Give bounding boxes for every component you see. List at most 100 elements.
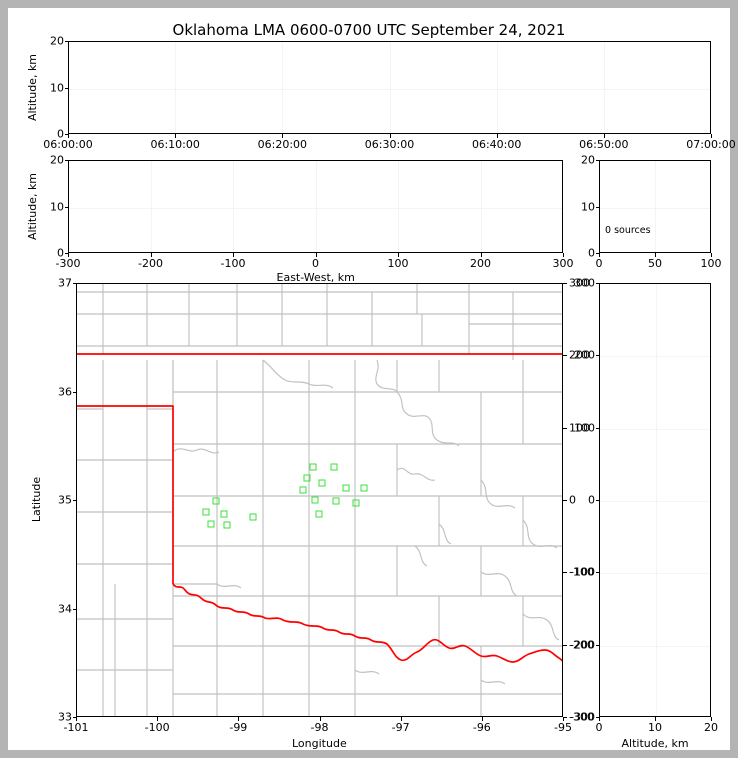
x-tick-label: 06:30:00 [364, 138, 415, 151]
x-tickmark [68, 134, 69, 138]
y-tick-label: 35 [58, 493, 72, 507]
x-tickmark [282, 134, 284, 138]
y-tick-label: -300 [570, 710, 595, 724]
lma-station-marker [220, 510, 228, 518]
lma-station-marker [303, 474, 311, 482]
x-tickmark [711, 134, 712, 138]
x-tick-label: -99 [229, 721, 248, 734]
x-tickmark [711, 717, 712, 721]
y-tick-label: -100 [569, 565, 594, 579]
lma-station-marker [342, 484, 350, 492]
y-tickmark [72, 608, 76, 610]
x-tick-label: 06:50:00 [579, 138, 629, 151]
y-tick-label: 0 [588, 246, 595, 260]
x-tickmark [157, 717, 159, 721]
oklahoma-state-border [77, 353, 562, 663]
x-tick-label: 100 [700, 257, 722, 270]
y-tickmark [563, 644, 567, 646]
gridline [600, 356, 710, 358]
x-tick-label: 06:40:00 [471, 138, 522, 151]
county-boundaries [77, 284, 562, 716]
y-tickmark [563, 717, 567, 718]
north-south-height-panel[interactable] [599, 283, 711, 717]
y-tickmark [595, 500, 599, 501]
source-count-annotation: 0 sources [605, 225, 651, 236]
y-tickmark [72, 283, 76, 284]
x-tickmark [238, 717, 240, 721]
y-tickmark [64, 41, 68, 42]
gridline [656, 284, 657, 716]
lma-station-marker [223, 521, 231, 528]
y-tickmark [595, 644, 599, 646]
x-tick-label: -100 [220, 257, 246, 270]
gridline [655, 161, 656, 252]
y-tickmark [595, 355, 599, 357]
y-tickmark [595, 283, 599, 284]
gridline [282, 42, 284, 133]
y-tick-label: 20 [581, 153, 595, 167]
y-tick-label: 100 [574, 421, 595, 435]
gridline [496, 42, 498, 133]
x-axis-title: East-West, km [276, 271, 355, 284]
y-tickmark [595, 427, 599, 429]
gridline [600, 501, 710, 502]
y-tick-label: 0 [588, 493, 595, 507]
y-tickmark [563, 500, 567, 501]
y-tick-label: 0 [569, 493, 576, 507]
y-tick-label: 37 [58, 276, 72, 290]
gridline [600, 573, 710, 575]
y-tick-label: -200 [570, 638, 595, 652]
gridline [603, 42, 605, 133]
x-tick-label: 10 [648, 721, 662, 734]
lma-station-marker [309, 463, 317, 471]
y-axis-title: Altitude, km [25, 53, 39, 121]
x-tick-label: -96 [472, 721, 491, 734]
x-tickmark [175, 134, 177, 138]
x-tick-label: -300 [55, 257, 81, 270]
x-tick-label: 06:20:00 [257, 138, 308, 151]
x-tickmark [233, 253, 234, 257]
x-tickmark [398, 253, 399, 257]
y-tickmark [595, 572, 599, 574]
y-tickmark [64, 134, 68, 135]
x-tickmark [480, 253, 482, 257]
x-tickmark [563, 253, 564, 257]
gridline [150, 161, 152, 252]
y-tick-label: 10 [581, 200, 595, 213]
x-tick-label: -98 [310, 721, 329, 734]
y-tickmark [72, 391, 76, 393]
lma-station-marker [332, 497, 340, 505]
gridline [600, 428, 710, 430]
lma-station-marker [212, 497, 220, 505]
gridline [600, 645, 710, 647]
y-axis-title: Latitude [29, 476, 43, 523]
y-tick-label: -100 [570, 565, 595, 579]
y-tick-label: 20 [50, 153, 64, 167]
y-tickmark [64, 253, 68, 254]
gridline [175, 42, 177, 133]
y-tickmark [64, 160, 68, 161]
x-tickmark [389, 134, 391, 138]
x-tickmark [603, 134, 605, 138]
y-tickmark [595, 160, 599, 161]
y-tick-label: 300 [569, 276, 590, 290]
y-tickmark [595, 253, 599, 254]
x-tick-label: 0 [595, 721, 603, 734]
x-tickmark [481, 717, 483, 721]
y-tick-label: 36 [58, 385, 72, 398]
x-tick-label: 07:00:00 [686, 138, 736, 151]
y-tick-label: 100 [569, 421, 590, 435]
x-tick-label: -101 [63, 721, 89, 734]
figure-title: Oklahoma LMA 0600-0700 UTC September 24,… [172, 21, 566, 39]
x-tick-label: -100 [144, 721, 170, 734]
gridline [480, 161, 482, 252]
x-axis-title: Longitude [292, 737, 347, 750]
lma-station-marker [299, 486, 307, 494]
x-tick-label: 0 [312, 257, 319, 270]
x-tick-label: 100 [387, 257, 409, 270]
x-tick-label: 200 [470, 257, 491, 270]
lma-station-marker [207, 520, 215, 528]
plan-view-map-panel[interactable] [76, 283, 563, 717]
y-tickmark [563, 283, 567, 284]
gridline [233, 161, 234, 252]
